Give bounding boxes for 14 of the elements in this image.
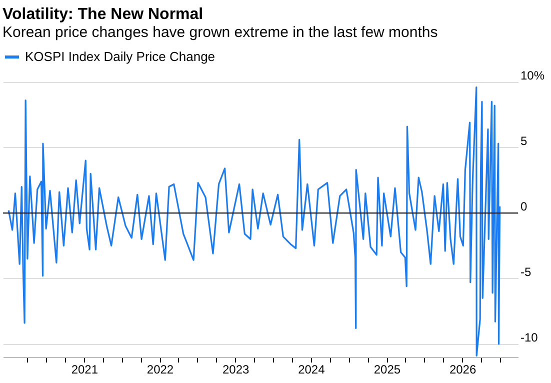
y-tick-label: -5 [520, 264, 532, 279]
y-tick-label: 5 [520, 134, 528, 148]
x-tick-label: 2021 [71, 362, 98, 376]
chart-title: Volatility: The New Normal [2, 6, 204, 23]
y-tick-label: 10% [520, 68, 545, 82]
x-tick-label: 2025 [374, 362, 401, 376]
x-tick-label: 2023 [222, 362, 250, 376]
chart-subtitle: Korean price changes have grown extreme in the last few months [2, 24, 438, 41]
y-tick-label: 0 [520, 199, 528, 214]
x-tick-label: 2024 [298, 362, 326, 376]
x-tick-label: 2026 [449, 362, 476, 376]
y-tick-label: -10 [520, 330, 538, 344]
x-tick-label: 2022 [146, 362, 174, 376]
legend-label: KOSPI Index Daily Price Change [25, 49, 216, 64]
